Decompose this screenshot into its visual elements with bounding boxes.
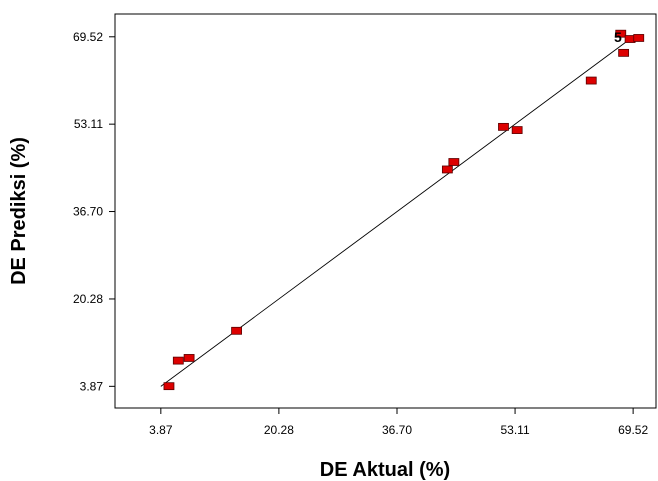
x-tick-label: 53.11 <box>500 423 529 437</box>
data-point <box>618 48 630 57</box>
point-count-annotation: 5 <box>614 29 622 45</box>
x-tick-label: 20.28 <box>264 423 294 437</box>
data-point <box>633 34 645 42</box>
y-tick-label: 36.70 <box>73 205 103 219</box>
y-tick-label: 53.11 <box>74 117 103 131</box>
y-tick-label: 3.87 <box>80 379 104 393</box>
x-tick-label: 3.87 <box>149 423 173 437</box>
plot-area <box>114 13 657 409</box>
data-point <box>615 29 627 38</box>
y-axis-title: DE Prediksi (%) <box>8 137 30 285</box>
y-tick-label: 20.28 <box>73 292 103 306</box>
data-point <box>585 76 597 85</box>
y-tick-label: 69.52 <box>73 30 103 44</box>
x-tick-label: 36.70 <box>382 423 412 437</box>
data-point <box>231 326 242 335</box>
data-point <box>163 382 175 391</box>
x-axis-title: DE Aktual (%) <box>320 459 450 481</box>
ticks-layer: 3.87 20.28 36.70 53.11 69.52 3.87 20.28 36.70 53… <box>73 30 648 437</box>
x-tick-label: 69.52 <box>618 423 648 437</box>
data-point <box>441 165 453 174</box>
data-point <box>448 158 460 166</box>
data-point <box>511 126 523 134</box>
data-point <box>183 354 195 362</box>
data-point <box>498 122 509 131</box>
data-point <box>172 356 184 365</box>
points-layer <box>163 29 645 391</box>
annotations-layer: 5 <box>614 29 622 45</box>
